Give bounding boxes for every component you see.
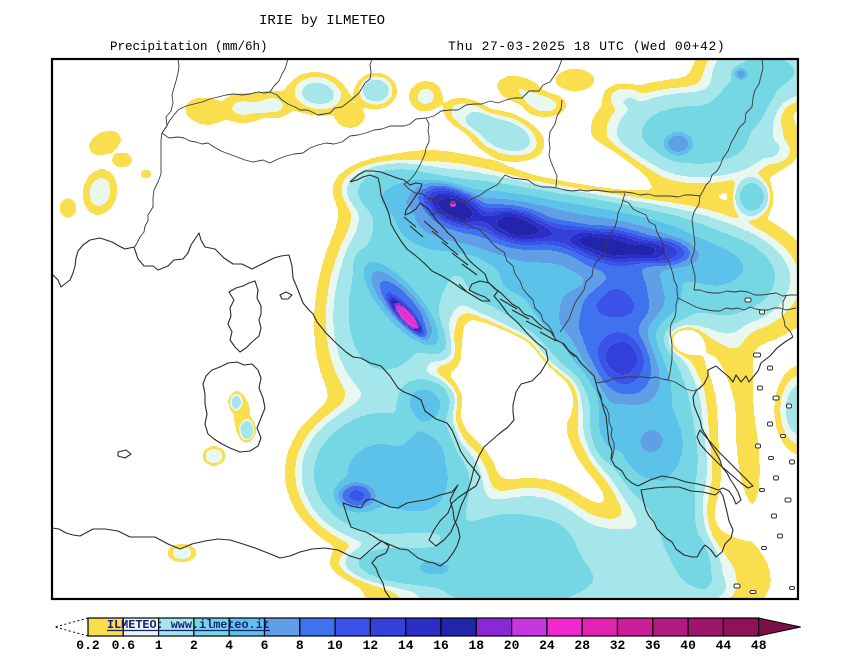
svg-text:36: 36 xyxy=(645,638,661,653)
svg-text:4: 4 xyxy=(225,638,233,653)
svg-text:20: 20 xyxy=(504,638,520,653)
svg-text:IRIE by ILMETEO: IRIE by ILMETEO xyxy=(259,13,385,29)
svg-text:14: 14 xyxy=(398,638,414,653)
svg-text:48: 48 xyxy=(751,638,767,653)
svg-text:40: 40 xyxy=(680,638,696,653)
svg-text:2: 2 xyxy=(190,638,198,653)
svg-text:0.2: 0.2 xyxy=(76,638,100,653)
svg-text:18: 18 xyxy=(468,638,484,653)
svg-text:28: 28 xyxy=(574,638,590,653)
svg-text:32: 32 xyxy=(610,638,626,653)
svg-text:16: 16 xyxy=(433,638,449,653)
svg-text:44: 44 xyxy=(716,638,732,653)
svg-text:0.6: 0.6 xyxy=(112,638,136,653)
svg-text:Precipitation (mm/6h): Precipitation (mm/6h) xyxy=(110,40,268,54)
svg-text:Thu 27-03-2025 18 UTC (Wed 00+: Thu 27-03-2025 18 UTC (Wed 00+42) xyxy=(448,39,725,54)
svg-text:1: 1 xyxy=(155,638,163,653)
svg-text:24: 24 xyxy=(539,638,555,653)
svg-text:10: 10 xyxy=(327,638,343,653)
svg-text:8: 8 xyxy=(296,638,304,653)
svg-text:12: 12 xyxy=(363,638,379,653)
svg-text:6: 6 xyxy=(261,638,269,653)
svg-text:ILMETEO: www.ilmeteo.it: ILMETEO: www.ilmeteo.it xyxy=(107,618,270,632)
